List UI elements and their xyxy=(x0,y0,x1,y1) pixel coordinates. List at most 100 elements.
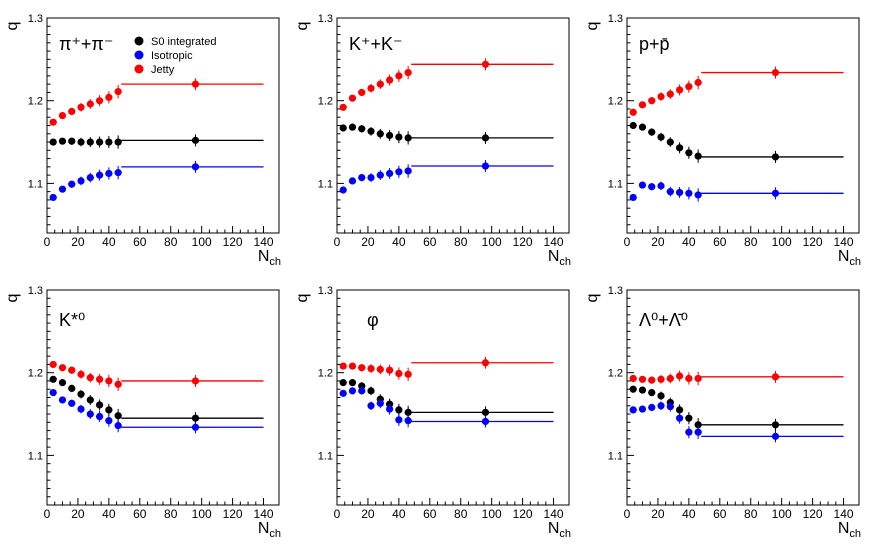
y-tick-label: 1.3 xyxy=(28,13,43,25)
x-tick-label: 120 xyxy=(803,235,823,249)
chart-panel: 0 20 40 60 80 100 120 140 1.1 1.2 1.3 Nch q K⁺+K⁻ xyxy=(294,13,571,268)
data-point xyxy=(638,181,647,189)
data-series xyxy=(629,66,844,116)
data-point xyxy=(358,88,366,97)
data-series xyxy=(339,58,554,111)
data-point xyxy=(694,191,702,199)
data-point xyxy=(95,412,104,421)
panel-title: p+p̄ xyxy=(639,34,670,54)
x-tick-label: 80 xyxy=(744,507,758,521)
data-point xyxy=(49,360,57,369)
data-point xyxy=(629,108,637,116)
data-point xyxy=(376,171,384,179)
legend-label: Jetty xyxy=(151,64,175,76)
data-series xyxy=(629,181,844,202)
x-tick-label: 120 xyxy=(223,507,243,521)
x-tick-label: 100 xyxy=(482,507,502,521)
panel-title: Λ⁰+Λ̄⁰ xyxy=(639,310,688,330)
data-point xyxy=(771,432,780,440)
data-series xyxy=(339,123,554,145)
data-point xyxy=(638,405,647,413)
data-point xyxy=(395,406,403,414)
data-point xyxy=(685,414,693,422)
y-axis-label: q xyxy=(4,22,21,31)
data-point xyxy=(68,366,76,374)
data-point xyxy=(58,364,67,372)
data-series xyxy=(629,370,844,386)
data-point xyxy=(339,389,347,397)
x-tick-label: 80 xyxy=(454,507,468,521)
data-series xyxy=(339,379,554,420)
data-point xyxy=(675,86,684,94)
x-tick-label: 80 xyxy=(164,235,178,249)
data-point xyxy=(685,428,693,436)
x-tick-label: 60 xyxy=(133,235,147,249)
y-tick-label: 1.2 xyxy=(608,96,623,108)
x-tick-label: 140 xyxy=(544,507,564,521)
legend-label: S0 integrated xyxy=(151,36,216,48)
data-point xyxy=(685,83,693,91)
data-point xyxy=(675,406,684,414)
data-point xyxy=(367,402,375,410)
data-point xyxy=(648,376,656,384)
data-point xyxy=(666,374,674,383)
y-tick-label: 1.2 xyxy=(318,368,333,380)
data-point xyxy=(348,177,357,185)
legend-marker xyxy=(134,36,144,46)
x-tick-label: 0 xyxy=(44,235,51,249)
data-series xyxy=(629,385,844,432)
chart-panel: 0 20 40 60 80 100 120 140 1.1 1.2 1.3 Nch q Λ⁰+Λ̄⁰ xyxy=(584,285,861,540)
data-series xyxy=(339,356,554,382)
data-point xyxy=(395,416,403,424)
x-tick-label: 140 xyxy=(834,235,854,249)
data-point xyxy=(395,168,403,176)
data-point xyxy=(77,103,85,111)
data-point xyxy=(358,387,366,395)
data-point xyxy=(77,405,85,413)
data-point xyxy=(58,111,67,120)
data-point xyxy=(385,405,394,413)
x-tick-label: 120 xyxy=(513,235,533,249)
y-tick-label: 1.1 xyxy=(318,178,333,190)
data-point xyxy=(95,97,104,105)
data-point xyxy=(105,138,113,146)
y-tick-label: 1.2 xyxy=(608,368,623,380)
data-point xyxy=(95,375,104,383)
y-tick-label: 1.3 xyxy=(28,285,43,297)
data-point xyxy=(58,396,67,404)
x-tick-label: 140 xyxy=(254,235,274,249)
chart-panel: 0 20 40 60 80 100 120 140 1.1 1.2 1.3 Nch q φ xyxy=(294,285,571,540)
data-point xyxy=(648,128,656,136)
panel-title: π⁺+π⁻ xyxy=(59,34,113,54)
data-point xyxy=(49,375,57,383)
y-tick-label: 1.2 xyxy=(318,96,333,108)
y-tick-label: 1.1 xyxy=(318,450,333,462)
data-point xyxy=(694,152,702,160)
x-tick-label: 20 xyxy=(361,507,375,521)
x-tick-label: 0 xyxy=(624,235,631,249)
data-point xyxy=(376,365,384,373)
data-point xyxy=(481,359,490,367)
y-axis-label: q xyxy=(294,22,311,31)
x-tick-label: 60 xyxy=(713,235,727,249)
data-point xyxy=(648,97,656,105)
data-point xyxy=(657,402,665,410)
x-axis-label: Nch xyxy=(838,248,861,268)
data-point xyxy=(395,369,403,378)
data-point xyxy=(86,410,94,418)
data-point xyxy=(481,417,490,426)
data-point xyxy=(648,388,656,397)
x-tick-label: 40 xyxy=(682,507,696,521)
x-axis-label: Nch xyxy=(548,248,571,268)
data-series xyxy=(629,401,844,443)
data-point xyxy=(694,428,702,436)
data-point xyxy=(367,387,375,395)
data-point xyxy=(694,78,702,87)
data-point xyxy=(404,408,412,416)
x-tick-label: 20 xyxy=(71,507,85,521)
data-point xyxy=(358,125,366,133)
data-point xyxy=(629,374,637,383)
y-tick-label: 1.3 xyxy=(608,13,623,25)
data-point xyxy=(666,90,674,98)
data-point xyxy=(675,414,684,422)
